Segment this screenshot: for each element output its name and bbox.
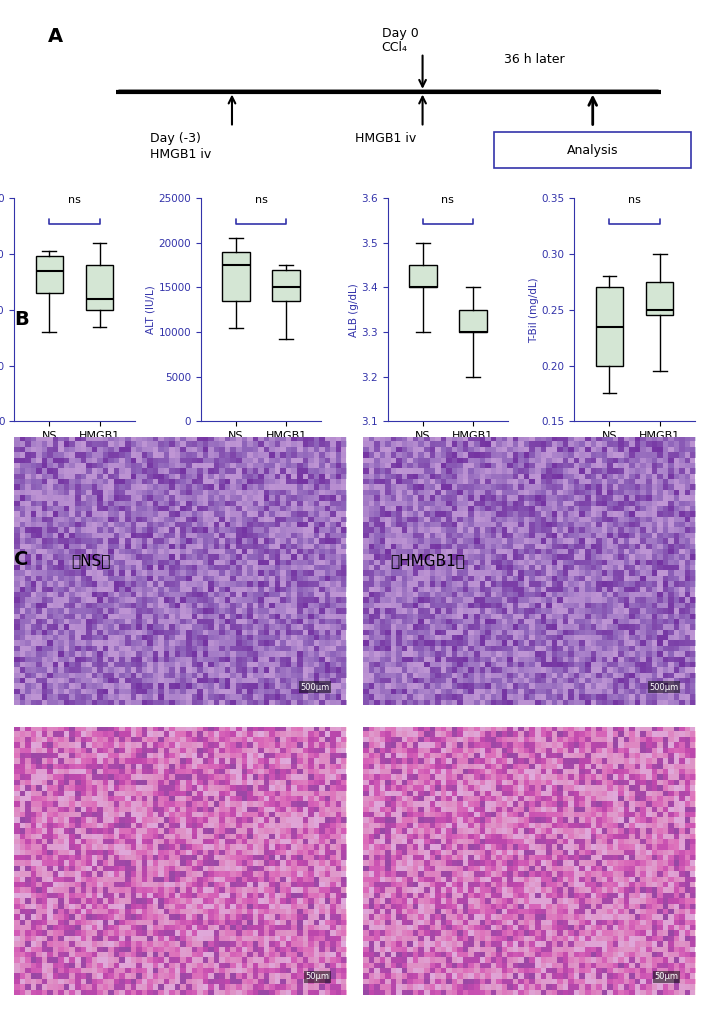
Text: C: C [14,550,28,569]
Text: Day (-3): Day (-3) [150,132,201,145]
PathPatch shape [459,310,487,332]
Text: ns: ns [442,195,454,205]
PathPatch shape [222,252,250,300]
Text: 500μm: 500μm [649,683,679,692]
PathPatch shape [409,265,437,287]
Text: ns: ns [628,195,641,205]
FancyBboxPatch shape [494,132,691,167]
Text: 50μm: 50μm [654,972,679,982]
PathPatch shape [86,265,113,310]
Text: 【NS】: 【NS】 [71,553,111,568]
Y-axis label: ALB (g/dL): ALB (g/dL) [349,283,359,337]
PathPatch shape [272,270,300,300]
Text: 500μm: 500μm [301,683,330,692]
Text: Day 0: Day 0 [381,26,418,40]
Text: B: B [14,310,29,329]
Text: 36 h later: 36 h later [504,53,565,66]
Text: ns: ns [255,195,267,205]
Y-axis label: T-Bil (mg/dL): T-Bil (mg/dL) [529,277,539,343]
PathPatch shape [646,282,674,316]
Text: HMGB1 iv: HMGB1 iv [354,132,415,145]
Y-axis label: ALT (IU/L): ALT (IU/L) [145,285,156,334]
Text: 【HMGB1】: 【HMGB1】 [390,553,465,568]
Text: A: A [48,26,63,46]
PathPatch shape [35,256,63,293]
Text: Analysis: Analysis [567,143,618,156]
Text: 50μm: 50μm [306,972,330,982]
Text: HMGB1 iv: HMGB1 iv [150,148,211,161]
Text: CCl₄: CCl₄ [381,42,408,55]
PathPatch shape [596,287,623,365]
Text: ns: ns [68,195,81,205]
